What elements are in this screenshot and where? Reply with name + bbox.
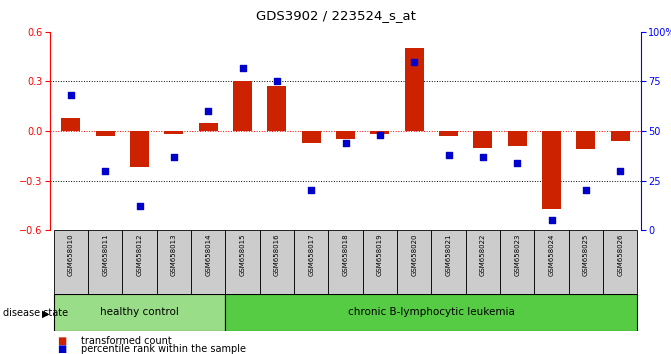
Point bbox=[615, 168, 625, 173]
Text: GSM658010: GSM658010 bbox=[68, 233, 74, 276]
Text: ■: ■ bbox=[57, 336, 66, 346]
Point bbox=[340, 140, 351, 146]
Text: GSM658016: GSM658016 bbox=[274, 233, 280, 276]
Text: GDS3902 / 223524_s_at: GDS3902 / 223524_s_at bbox=[256, 9, 415, 22]
Text: GSM658015: GSM658015 bbox=[240, 233, 246, 276]
Point bbox=[546, 217, 557, 223]
Bar bbox=[508, 131, 527, 146]
Bar bbox=[569, 230, 603, 294]
Bar bbox=[164, 131, 183, 134]
Text: GSM658024: GSM658024 bbox=[549, 233, 554, 276]
Text: GSM658025: GSM658025 bbox=[583, 233, 589, 276]
Text: GSM658026: GSM658026 bbox=[617, 233, 623, 276]
Text: ■: ■ bbox=[57, 344, 66, 354]
Text: transformed count: transformed count bbox=[81, 336, 171, 346]
Bar bbox=[363, 230, 397, 294]
Text: GSM658012: GSM658012 bbox=[137, 233, 142, 276]
Text: healthy control: healthy control bbox=[100, 307, 179, 318]
Bar bbox=[431, 230, 466, 294]
Text: disease state: disease state bbox=[3, 308, 68, 318]
Bar bbox=[576, 131, 595, 149]
Bar bbox=[96, 131, 115, 136]
Bar bbox=[157, 230, 191, 294]
Bar bbox=[199, 123, 217, 131]
Bar bbox=[54, 294, 225, 331]
Bar bbox=[405, 48, 423, 131]
Point bbox=[443, 152, 454, 158]
Bar bbox=[233, 81, 252, 131]
Text: GSM658014: GSM658014 bbox=[205, 233, 211, 276]
Bar bbox=[225, 294, 637, 331]
Text: GSM658023: GSM658023 bbox=[514, 233, 520, 276]
Point bbox=[100, 168, 111, 173]
Bar bbox=[542, 131, 561, 209]
Bar bbox=[122, 230, 157, 294]
Bar bbox=[302, 131, 321, 143]
Bar bbox=[397, 230, 431, 294]
Text: GSM658018: GSM658018 bbox=[343, 233, 348, 276]
Point bbox=[66, 92, 76, 98]
Bar bbox=[466, 230, 500, 294]
Text: chronic B-lymphocytic leukemia: chronic B-lymphocytic leukemia bbox=[348, 307, 515, 318]
Bar bbox=[130, 131, 149, 167]
Bar bbox=[534, 230, 569, 294]
Text: GSM658020: GSM658020 bbox=[411, 233, 417, 276]
Bar bbox=[268, 86, 287, 131]
Text: ▶: ▶ bbox=[42, 308, 50, 318]
Point bbox=[134, 204, 145, 209]
Bar bbox=[54, 230, 88, 294]
Bar bbox=[500, 230, 534, 294]
Text: GSM658022: GSM658022 bbox=[480, 233, 486, 276]
Point bbox=[409, 59, 419, 64]
Point bbox=[203, 108, 213, 114]
Point bbox=[580, 188, 591, 193]
Bar bbox=[225, 230, 260, 294]
Bar bbox=[336, 131, 355, 139]
Bar bbox=[62, 118, 81, 131]
Point bbox=[168, 154, 179, 160]
Text: GSM658019: GSM658019 bbox=[377, 233, 383, 276]
Text: GSM658011: GSM658011 bbox=[102, 233, 108, 276]
Text: percentile rank within the sample: percentile rank within the sample bbox=[81, 344, 246, 354]
Bar bbox=[439, 131, 458, 136]
Bar bbox=[328, 230, 363, 294]
Bar bbox=[474, 131, 493, 148]
Text: GSM658021: GSM658021 bbox=[446, 233, 452, 276]
Bar bbox=[370, 131, 389, 134]
Text: GSM658013: GSM658013 bbox=[171, 233, 177, 276]
Bar bbox=[603, 230, 637, 294]
Bar bbox=[260, 230, 294, 294]
Text: GSM658017: GSM658017 bbox=[308, 233, 314, 276]
Bar bbox=[191, 230, 225, 294]
Point bbox=[512, 160, 523, 166]
Bar bbox=[611, 131, 629, 141]
Point bbox=[374, 132, 385, 138]
Bar bbox=[88, 230, 122, 294]
Point bbox=[272, 79, 282, 84]
Bar bbox=[294, 230, 328, 294]
Point bbox=[306, 188, 317, 193]
Point bbox=[478, 154, 488, 160]
Point bbox=[238, 65, 248, 70]
